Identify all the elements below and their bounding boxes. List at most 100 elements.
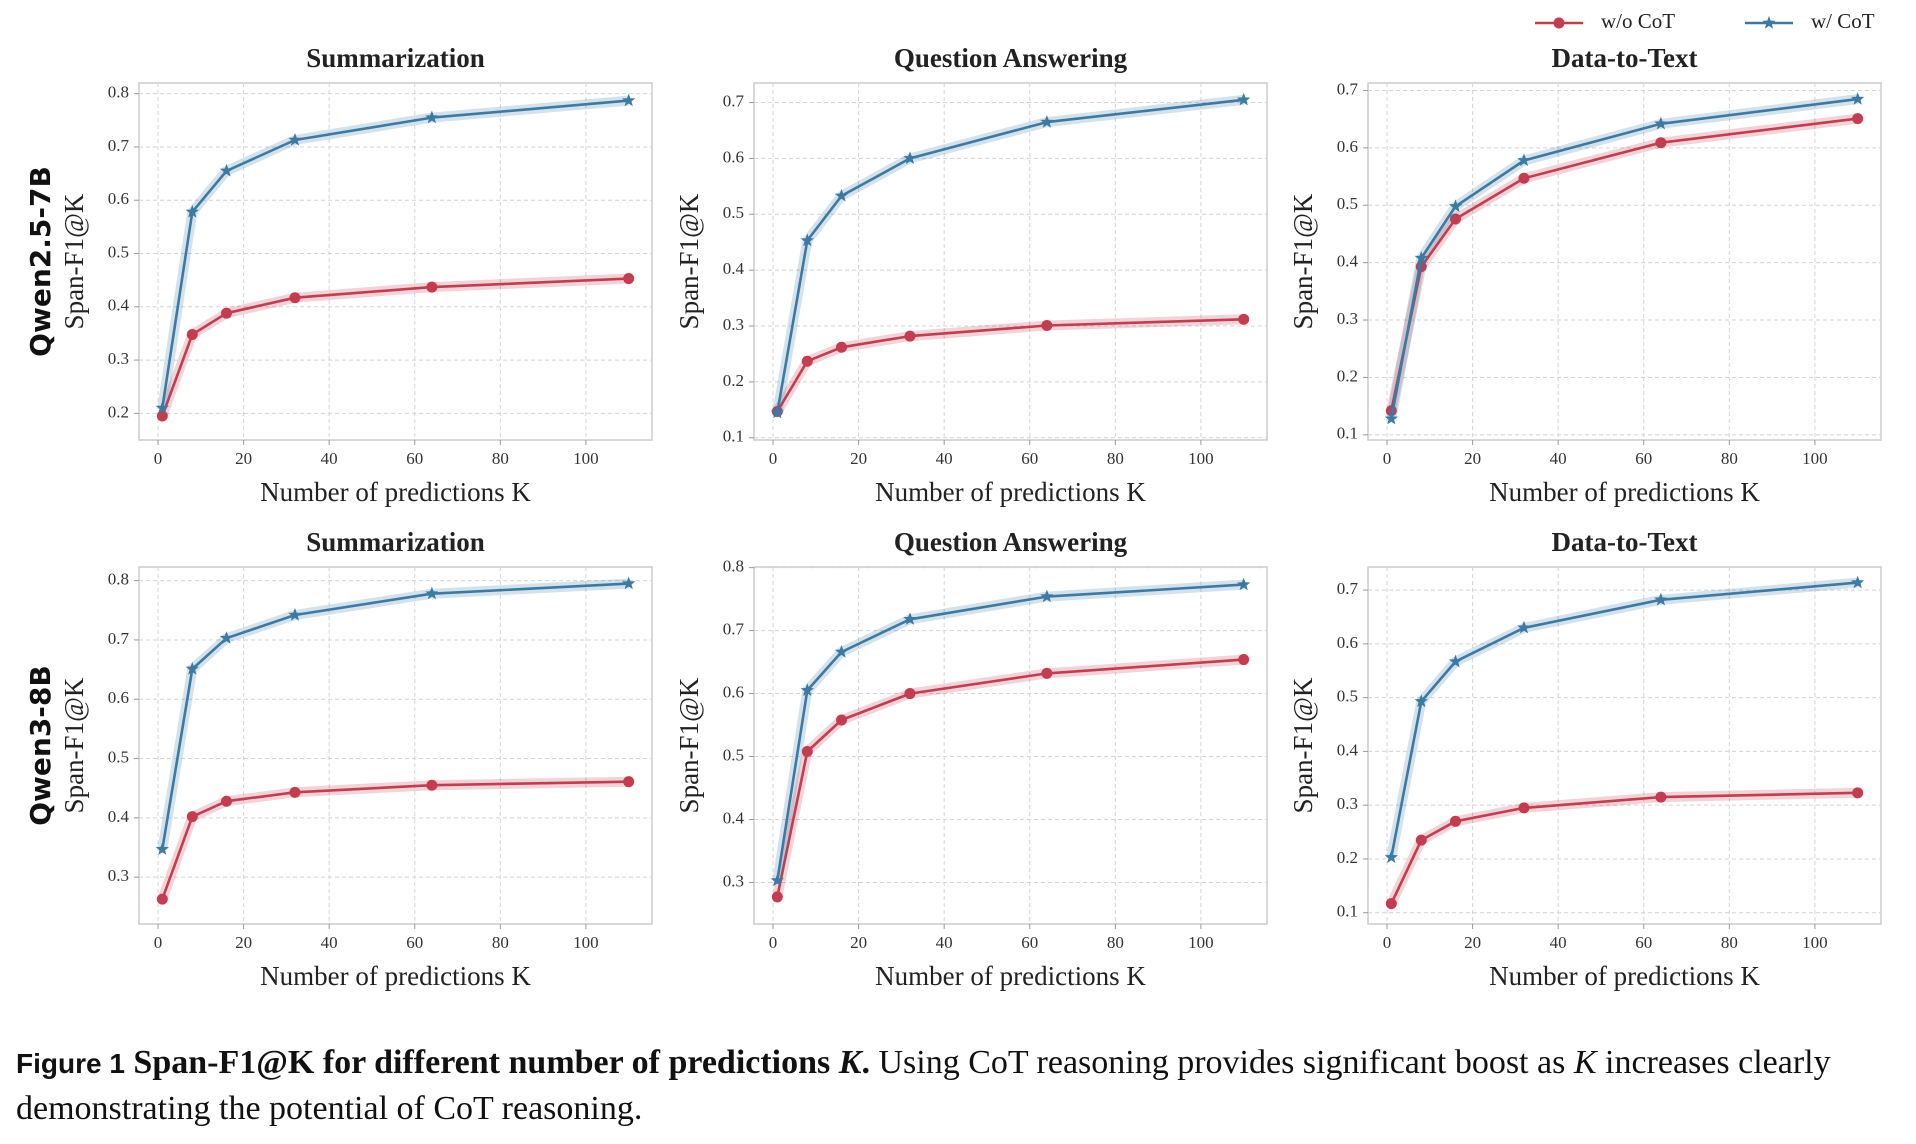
plot-area	[753, 82, 1268, 441]
marker	[622, 93, 636, 107]
marker	[1655, 791, 1667, 803]
x-tick-label: 60	[406, 449, 423, 468]
chart-title: Data-to-Text	[1552, 43, 1698, 73]
marker	[1518, 802, 1530, 814]
marker	[623, 273, 635, 285]
y-tick-label: 0.1	[1337, 424, 1358, 443]
marker	[801, 355, 813, 367]
y-tick-label: 0.7	[1337, 579, 1359, 598]
marker	[623, 776, 635, 788]
marker	[220, 795, 232, 807]
y-tick-label: 0.8	[108, 83, 129, 102]
x-tick-label: 40	[936, 449, 953, 468]
marker	[1517, 153, 1531, 167]
marker	[1852, 113, 1864, 125]
marker	[1385, 898, 1397, 910]
marker	[1384, 411, 1398, 425]
x-tick-label: 80	[492, 449, 509, 468]
y-axis-label: Span-F1@K	[59, 193, 89, 329]
y-tick-label: 0.6	[723, 147, 744, 166]
x-tick-label: 100	[1188, 449, 1214, 468]
x-tick-label: 80	[492, 933, 509, 952]
y-tick-label: 0.3	[108, 349, 129, 368]
marker	[801, 745, 813, 757]
caption: Figure 1 Span-F1@K for different number …	[16, 1040, 1906, 1131]
y-tick-label: 0.1	[723, 427, 744, 446]
x-tick-label: 20	[1464, 933, 1481, 952]
marker	[1384, 850, 1398, 863]
y-tick-label: 0.3	[108, 866, 129, 885]
y-tick-label: 0.4	[1337, 252, 1359, 271]
legend-marker	[1553, 17, 1565, 29]
row-label: Qwen3-8B	[24, 665, 57, 826]
y-tick-label: 0.7	[108, 629, 130, 648]
x-tick-label: 80	[1721, 933, 1738, 952]
y-axis-label: Span-F1@K	[1288, 193, 1318, 329]
marker	[835, 341, 847, 353]
line	[776, 583, 1244, 881]
x-tick-label: 0	[1383, 449, 1392, 468]
y-tick-label: 0.7	[1337, 79, 1359, 98]
figure: 0 20 40 60 80 100 0.2 0.3 0.4 0.5 0.6 0.7 0.8 Summari…	[24, 9, 1882, 991]
y-tick-label: 0.2	[1337, 848, 1358, 867]
y-tick-label: 0.4	[723, 808, 745, 827]
legend-label: w/o CoT	[1601, 9, 1675, 33]
marker	[426, 779, 438, 791]
x-tick-label: 100	[1802, 933, 1828, 952]
marker	[1040, 589, 1054, 603]
y-tick-label: 0.3	[1337, 309, 1358, 328]
marker	[156, 893, 168, 905]
x-tick-label: 60	[1635, 933, 1652, 952]
x-axis-label: Number of predictions K	[260, 961, 531, 991]
x-tick-label: 80	[1721, 449, 1738, 468]
marker	[1852, 787, 1864, 799]
y-tick-label: 0.8	[108, 570, 129, 589]
x-tick-label: 80	[1107, 449, 1124, 468]
y-tick-label: 0.7	[723, 91, 745, 110]
y-tick-label: 0.4	[108, 807, 130, 826]
y-tick-label: 0.5	[1337, 194, 1358, 213]
y-tick-label: 0.6	[1337, 633, 1358, 652]
marker	[426, 281, 438, 293]
x-tick-label: 40	[936, 933, 953, 952]
marker	[219, 163, 234, 177]
y-tick-label: 0.7	[723, 619, 745, 638]
marker	[1237, 92, 1251, 106]
marker	[834, 645, 849, 658]
marker	[1851, 92, 1865, 105]
x-tick-label: 20	[235, 449, 252, 468]
marker	[904, 688, 916, 700]
marker	[1518, 172, 1530, 184]
chart-title: Data-to-Text	[1552, 527, 1698, 557]
y-tick-label: 0.6	[108, 688, 129, 707]
plot-area	[138, 82, 653, 441]
x-tick-label: 60	[1021, 449, 1038, 468]
marker	[771, 891, 783, 903]
marker	[903, 151, 917, 165]
line	[161, 780, 629, 900]
caption-title-text: Span-F1@K for different number of predic…	[133, 1044, 831, 1081]
marker	[1237, 577, 1251, 591]
x-tick-label: 20	[850, 933, 867, 952]
x-axis-label: Number of predictions K	[875, 477, 1146, 507]
marker	[1654, 116, 1668, 130]
marker	[1448, 654, 1463, 668]
y-tick-label: 0.3	[723, 871, 744, 890]
caption-text: Using CoT reasoning provides significant…	[878, 1044, 1566, 1081]
chart-title: Question Answering	[894, 43, 1128, 73]
x-tick-label: 40	[321, 933, 338, 952]
marker	[1041, 319, 1053, 331]
marker	[186, 811, 198, 823]
marker	[903, 612, 917, 625]
x-axis-label: Number of predictions K	[1489, 477, 1760, 507]
marker	[1238, 654, 1250, 666]
x-tick-label: 0	[1383, 933, 1392, 952]
marker	[186, 328, 198, 340]
marker	[155, 401, 169, 414]
y-axis-label: Span-F1@K	[674, 677, 704, 813]
chart-title: Question Answering	[894, 527, 1128, 557]
marker	[1040, 115, 1054, 128]
marker	[1449, 815, 1461, 827]
marker	[288, 608, 302, 621]
